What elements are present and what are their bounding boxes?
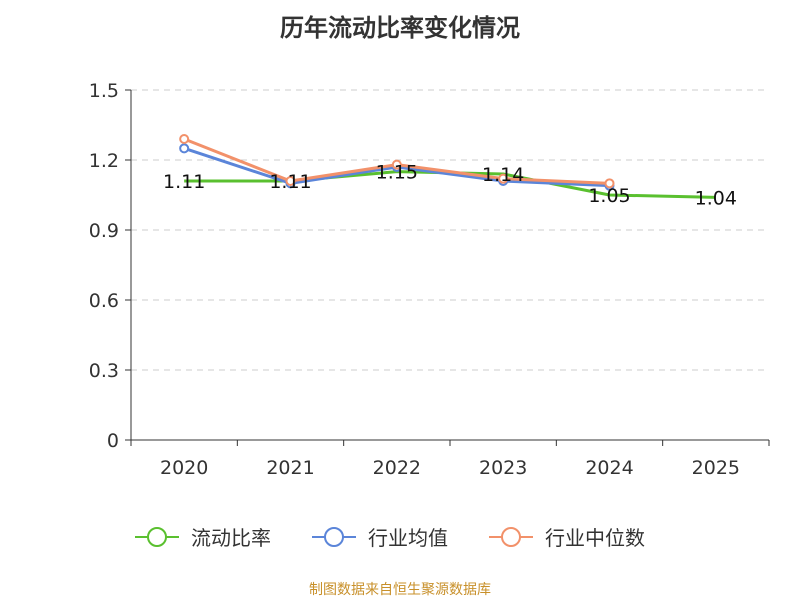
data-point (498, 173, 509, 184)
data-label: 1.05 (588, 185, 630, 207)
legend-item[interactable]: 流动比率 (135, 526, 271, 550)
data-point (179, 134, 190, 144)
data-point (604, 178, 615, 189)
legend-item[interactable]: 行业中位数 (489, 526, 645, 550)
legend-label: 流动比率 (191, 526, 271, 550)
series-layer (179, 134, 716, 199)
y-tick-label: 0.3 (89, 360, 119, 382)
data-label: 1.14 (482, 164, 524, 186)
chart-title: 历年流动比率变化情况 (280, 14, 520, 42)
x-tick-label: 2022 (373, 457, 421, 479)
x-tick-label: 2025 (692, 457, 740, 479)
label-layer: 1.11 1.11 1.15 1.14 1.05 1.04 (163, 162, 737, 210)
data-point (285, 176, 296, 186)
legend-label: 行业中位数 (545, 526, 645, 550)
legend-item[interactable]: 行业均值 (312, 526, 448, 550)
data-label: 1.11 (163, 171, 205, 193)
y-tick-label: 1.5 (89, 80, 119, 102)
source-note: 制图数据来自恒生聚源数据库 (309, 582, 491, 598)
y-tick-label: 0 (107, 430, 119, 452)
data-label: 1.04 (695, 187, 737, 209)
legend-marker-icon (147, 527, 167, 547)
x-tick-label: 2021 (266, 457, 314, 479)
x-tick-label: 2024 (585, 457, 633, 479)
data-point (391, 159, 402, 170)
y-tick-label: 1.2 (89, 150, 119, 172)
y-tick-label: 0.9 (89, 220, 119, 242)
x-tick-label: 2020 (160, 457, 208, 479)
data-label: 1.11 (269, 171, 311, 193)
legend[interactable]: 流动比率 行业均值 行业中位数 (135, 526, 645, 550)
data-point (179, 143, 190, 154)
legend-label: 行业均值 (368, 526, 448, 550)
legend-marker-icon (324, 527, 344, 547)
grid-layer (131, 89, 769, 371)
axis-layer: 0 0.3 0.6 0.9 1.2 1.5 2020 2021 2022 2023 2024 2025 (89, 80, 770, 479)
y-tick-label: 0.6 (89, 290, 119, 312)
x-tick-label: 2023 (479, 457, 527, 479)
data-label: 1.15 (376, 162, 418, 184)
legend-marker-icon (501, 527, 521, 547)
